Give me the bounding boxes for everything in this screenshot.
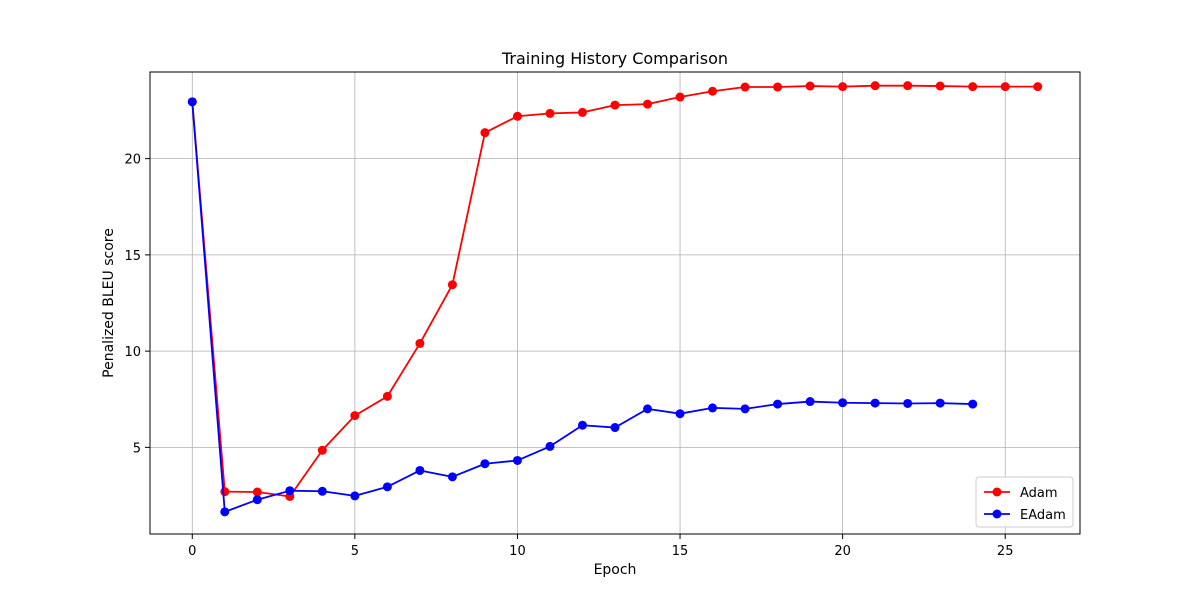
- data-point-adam: [447, 280, 457, 290]
- grid-layer: [150, 72, 1080, 534]
- x-tick-label: 0: [188, 544, 196, 559]
- data-point-eadam: [285, 486, 295, 496]
- y-axis-label: Penalized BLEU score: [101, 228, 117, 378]
- data-point-adam: [773, 82, 783, 92]
- x-tick-label: 20: [834, 544, 851, 559]
- plot-frame: [149, 71, 1081, 535]
- data-point-adam: [220, 487, 230, 497]
- data-point-eadam: [480, 459, 490, 469]
- data-point-eadam: [187, 97, 197, 107]
- chart-title: Training History Comparison: [501, 49, 728, 68]
- data-point-adam: [838, 82, 848, 92]
- legend-label-eadam: EAdam: [1020, 508, 1066, 523]
- x-axis-label: Epoch: [594, 562, 637, 578]
- data-point-eadam: [643, 404, 653, 414]
- data-point-eadam: [447, 472, 457, 482]
- y-tick-label: 5: [133, 441, 141, 456]
- data-point-eadam: [870, 398, 880, 408]
- data-point-adam: [512, 111, 522, 121]
- data-point-adam: [643, 99, 653, 109]
- data-point-adam: [415, 338, 425, 348]
- x-tick-label: 15: [672, 544, 689, 559]
- data-point-eadam: [252, 495, 262, 505]
- data-point-adam: [968, 82, 978, 92]
- data-point-adam: [350, 411, 360, 421]
- x-tick-label: 25: [997, 544, 1014, 559]
- data-point-eadam: [675, 409, 685, 419]
- data-point-adam: [1033, 82, 1043, 92]
- data-point-eadam: [968, 399, 978, 409]
- x-tick-label: 5: [351, 544, 359, 559]
- data-point-eadam: [512, 455, 522, 465]
- legend-label-adam: Adam: [1020, 486, 1058, 501]
- legend-marker-eadam: [992, 509, 1002, 519]
- data-point-eadam: [708, 403, 718, 413]
- data-point-eadam: [610, 423, 620, 433]
- data-point-eadam: [220, 507, 230, 517]
- data-point-adam: [252, 487, 262, 497]
- series-layer: [187, 81, 1043, 517]
- y-tick-label: 20: [124, 153, 141, 168]
- legend-marker-adam: [992, 487, 1002, 497]
- data-point-adam: [675, 92, 685, 102]
- data-point-adam: [903, 81, 913, 91]
- x-tick-label: 10: [509, 544, 526, 559]
- data-point-eadam: [903, 398, 913, 408]
- data-point-eadam: [838, 398, 848, 408]
- data-point-eadam: [382, 482, 392, 492]
- data-point-adam: [708, 86, 718, 96]
- data-point-eadam: [773, 399, 783, 409]
- data-point-adam: [545, 108, 555, 118]
- data-point-adam: [805, 81, 815, 91]
- data-point-eadam: [317, 486, 327, 496]
- data-point-adam: [317, 445, 327, 455]
- data-point-adam: [610, 100, 620, 110]
- legend: Adam EAdam: [975, 476, 1074, 528]
- data-point-eadam: [577, 420, 587, 430]
- data-point-eadam: [740, 404, 750, 414]
- data-point-eadam: [350, 491, 360, 501]
- tick-layer: 0 5 10 15 20 25 5 10 15 20: [124, 153, 1013, 559]
- data-point-adam: [740, 82, 750, 92]
- data-point-adam: [870, 81, 880, 91]
- y-tick-label: 15: [124, 249, 141, 264]
- data-point-adam: [1000, 82, 1010, 92]
- data-point-eadam: [805, 397, 815, 407]
- data-point-adam: [480, 128, 490, 138]
- y-tick-label: 10: [124, 345, 141, 360]
- data-point-adam: [935, 81, 945, 91]
- data-point-adam: [382, 391, 392, 401]
- data-point-eadam: [545, 441, 555, 451]
- data-point-eadam: [935, 398, 945, 408]
- data-point-eadam: [415, 465, 425, 475]
- data-point-adam: [577, 107, 587, 117]
